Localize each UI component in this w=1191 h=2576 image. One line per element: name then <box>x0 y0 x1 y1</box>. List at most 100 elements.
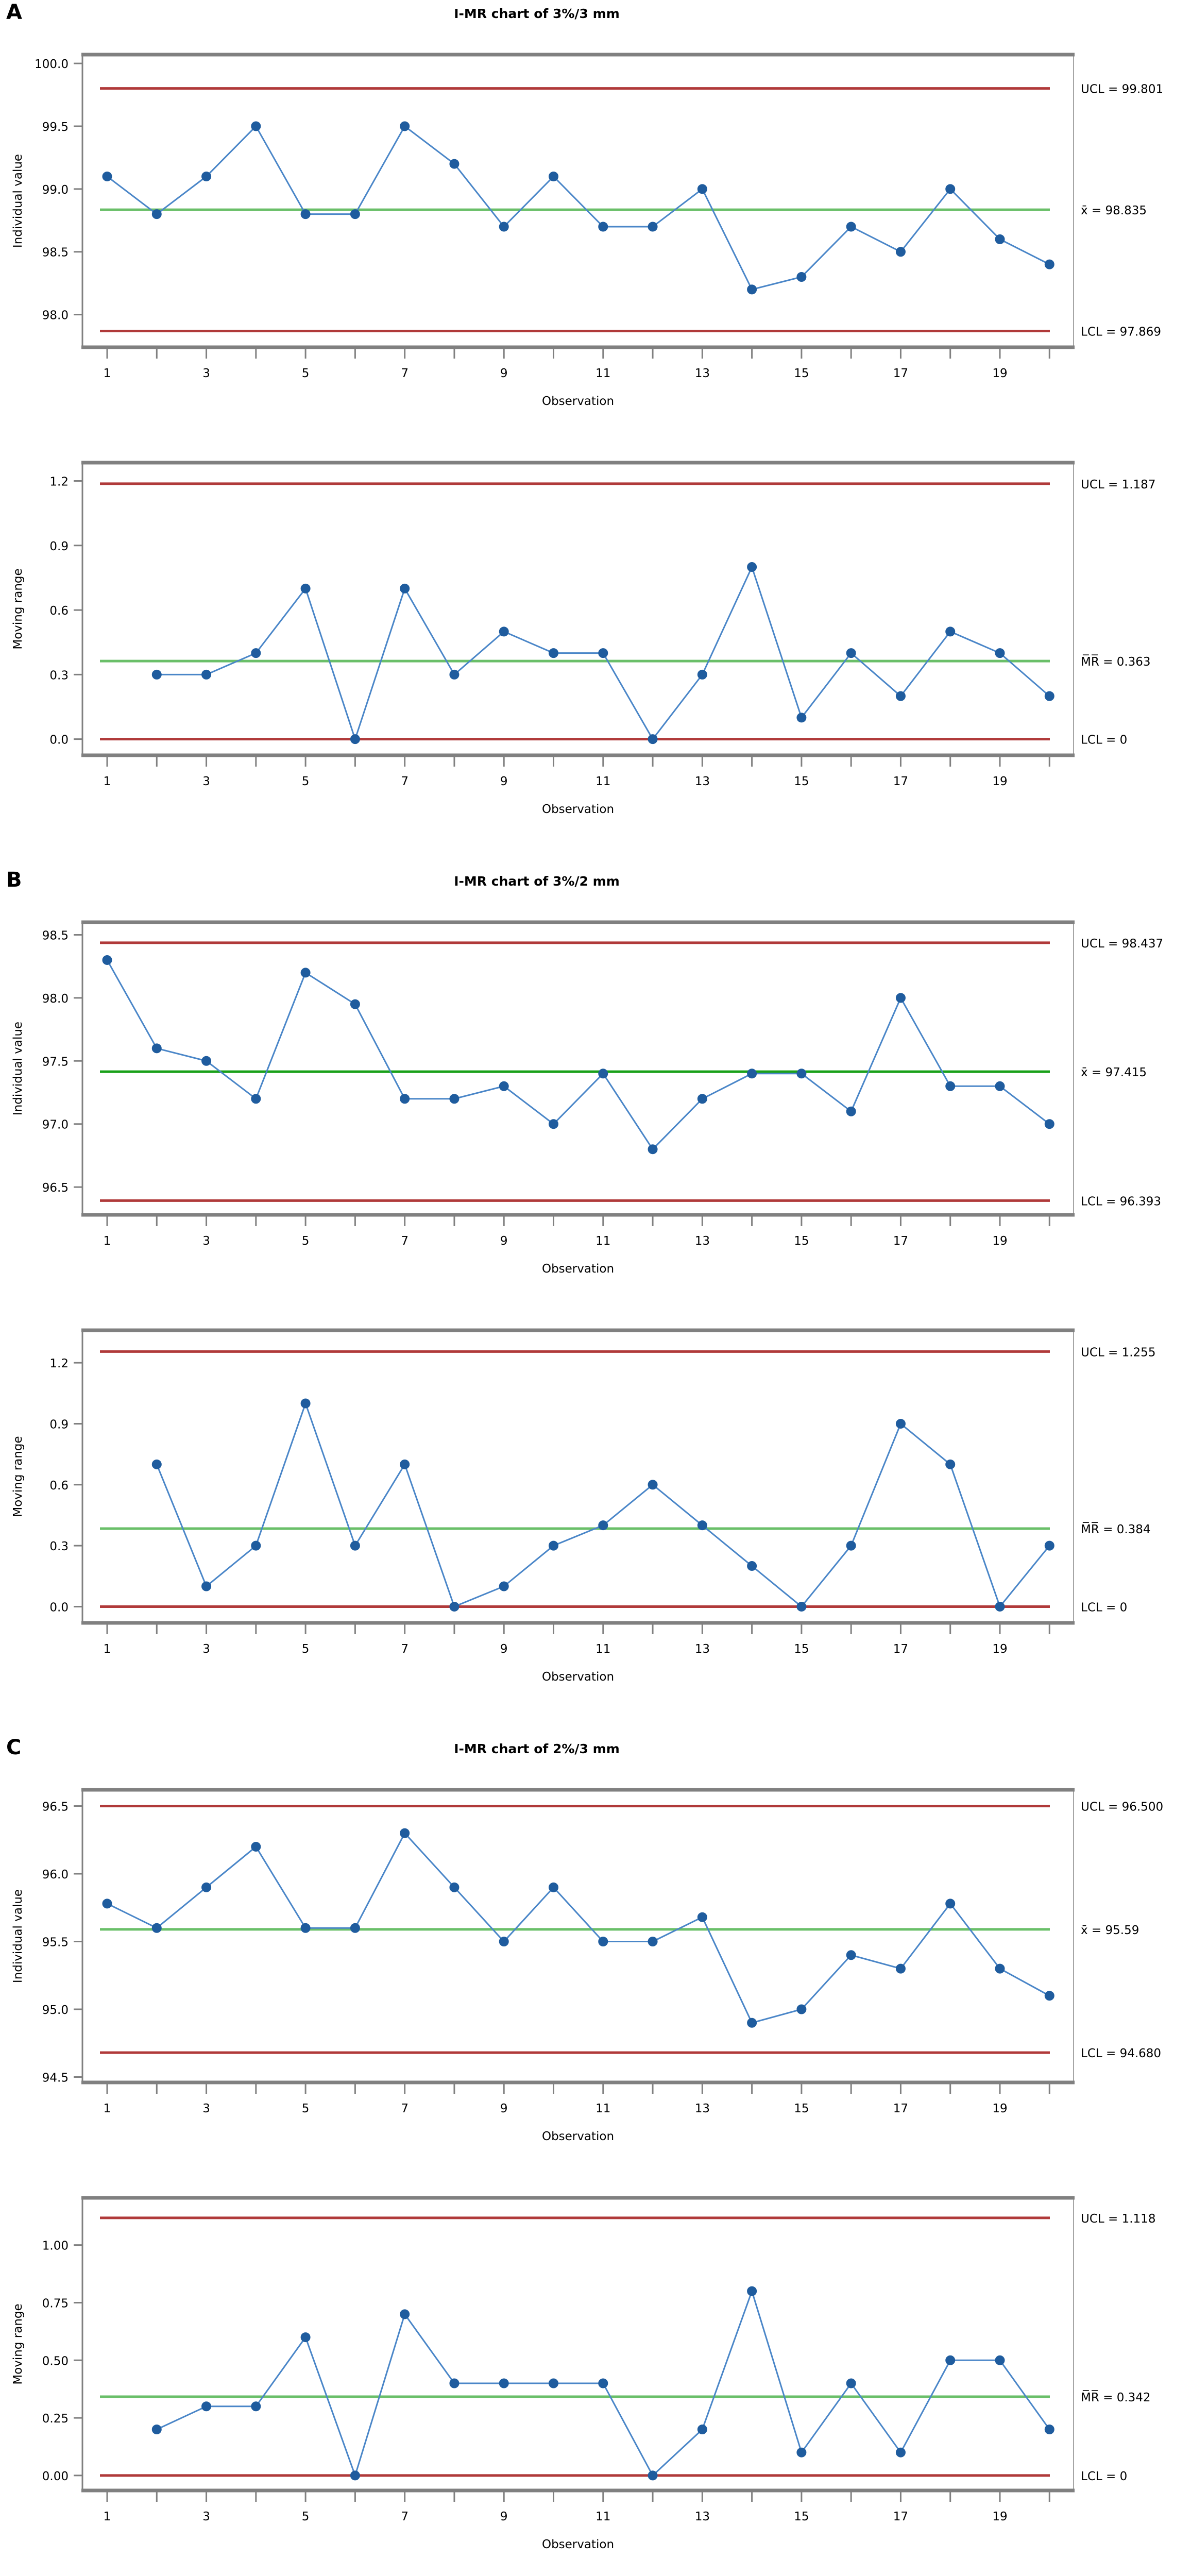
panel-a: A I-MR chart of 3%/3 mm 98.0 98.5 99.0 99.5 10… <box>0 0 1191 868</box>
data-point <box>945 184 956 194</box>
data-point <box>251 121 261 131</box>
data-point <box>747 284 757 295</box>
x-tick-label: 9 <box>500 367 508 380</box>
data-point <box>251 2401 261 2412</box>
y-axis-title: Moving range <box>11 1436 25 1517</box>
x-tick-label: 3 <box>202 1642 210 1656</box>
x-tick-label: 1 <box>104 2510 111 2523</box>
data-point <box>598 222 608 232</box>
data-point <box>400 1459 410 1469</box>
control-chart-b-individual: 96.5 97.0 97.5 98.0 98.5 Individual value UCL … <box>11 920 1163 1276</box>
y-tick-label: 100.0 <box>35 58 69 71</box>
data-point <box>300 2332 311 2343</box>
x-tick-label: 19 <box>992 775 1007 788</box>
panel-title-b: I-MR chart of 3%/2 mm <box>454 874 620 889</box>
data-point <box>895 1418 906 1429</box>
data-point <box>995 234 1005 244</box>
data-series-line <box>107 125 1050 291</box>
data-point <box>102 955 112 965</box>
panel-letter-b: B <box>6 868 22 892</box>
y-tick-label: 0.0 <box>49 1601 69 1614</box>
data-point <box>549 171 558 181</box>
data-point <box>449 1601 460 1612</box>
x-tick-label: 3 <box>202 1234 210 1248</box>
x-tick-label: 17 <box>893 775 908 788</box>
x-tick-label: 9 <box>500 2102 508 2115</box>
data-point <box>1044 1991 1054 2001</box>
data-point <box>300 968 311 978</box>
data-point <box>945 2355 956 2365</box>
x-tick-label: 1 <box>104 775 111 788</box>
y-tick-label: 94.5 <box>42 2071 69 2084</box>
plot-frame <box>82 1330 1074 1623</box>
y-tick-label: 0.3 <box>49 1540 69 1553</box>
data-point <box>350 1540 360 1551</box>
data-point <box>796 1601 807 1612</box>
data-point <box>201 1581 212 1591</box>
data-point <box>350 2470 360 2481</box>
x-tick-label: 3 <box>202 367 210 380</box>
data-point <box>499 626 509 637</box>
data-point <box>697 1094 707 1104</box>
data-point <box>300 1923 311 1933</box>
plot-frame <box>82 1789 1074 2083</box>
x-tick-label: 11 <box>596 1234 610 1248</box>
x-tick-label: 19 <box>992 1234 1007 1248</box>
data-point <box>499 1581 509 1591</box>
data-point <box>846 222 856 232</box>
data-point <box>895 247 906 257</box>
y-tick-label: 1.2 <box>49 1357 69 1370</box>
y-tick-label: 0.0 <box>49 734 69 747</box>
data-point <box>648 1480 658 1490</box>
x-tick-label: 13 <box>695 2102 710 2115</box>
x-tick-label: 15 <box>794 1234 809 1248</box>
y-tick-label: 95.5 <box>42 1936 69 1950</box>
data-point <box>598 648 608 658</box>
y-tick-label: 0.3 <box>49 669 69 682</box>
ucl-label: UCL = 96.500 <box>1081 1801 1163 1814</box>
data-point <box>102 1899 112 1909</box>
data-point <box>796 2004 807 2014</box>
center-line-label: x̄ = 97.415 <box>1081 1066 1147 1079</box>
x-tick-label: 17 <box>893 1234 908 1248</box>
y-tick-label: 98.5 <box>42 929 69 942</box>
data-point <box>350 209 360 219</box>
data-point <box>1044 691 1054 701</box>
data-point <box>747 1069 757 1079</box>
x-tick-label: 5 <box>302 1234 310 1248</box>
data-point <box>747 562 757 572</box>
x-axis-title: Observation <box>542 2130 614 2143</box>
data-point <box>201 171 212 181</box>
y-tick-label: 0.75 <box>42 2297 69 2310</box>
x-tick-label: 5 <box>302 367 310 380</box>
data-point <box>995 1601 1005 1612</box>
panel-letter-c: C <box>6 1736 22 1759</box>
data-point <box>598 1520 608 1531</box>
data-point <box>747 1561 757 1571</box>
individuals-chart-block-a: 98.0 98.5 99.0 99.5 100.0 Individual value UCL… <box>0 21 1191 428</box>
individuals-chart-block-c: 94.5 95.0 95.5 96.0 96.5 Individual value UCL … <box>0 1756 1191 2163</box>
data-point <box>945 1081 956 1091</box>
data-point <box>747 2286 757 2296</box>
x-tick-label: 9 <box>500 2510 508 2523</box>
data-point <box>201 1056 212 1066</box>
plot-frame <box>82 462 1074 756</box>
x-axis-title: Observation <box>542 1262 614 1276</box>
data-point <box>400 2309 410 2319</box>
data-point <box>796 1069 807 1079</box>
x-tick-label: 19 <box>992 2102 1007 2115</box>
x-tick-label: 7 <box>401 1642 409 1656</box>
data-point <box>1044 1540 1054 1551</box>
x-tick-label: 7 <box>401 775 409 788</box>
data-point <box>300 1398 311 1409</box>
data-point <box>549 648 558 658</box>
data-point <box>449 159 460 169</box>
x-axis-title: Observation <box>542 1670 614 1684</box>
data-point <box>400 121 410 131</box>
data-point <box>1044 1119 1054 1129</box>
y-tick-label: 0.9 <box>49 1418 69 1431</box>
x-axis-title: Observation <box>542 395 614 408</box>
panel-letter-a: A <box>6 1 22 24</box>
data-point <box>400 583 410 594</box>
